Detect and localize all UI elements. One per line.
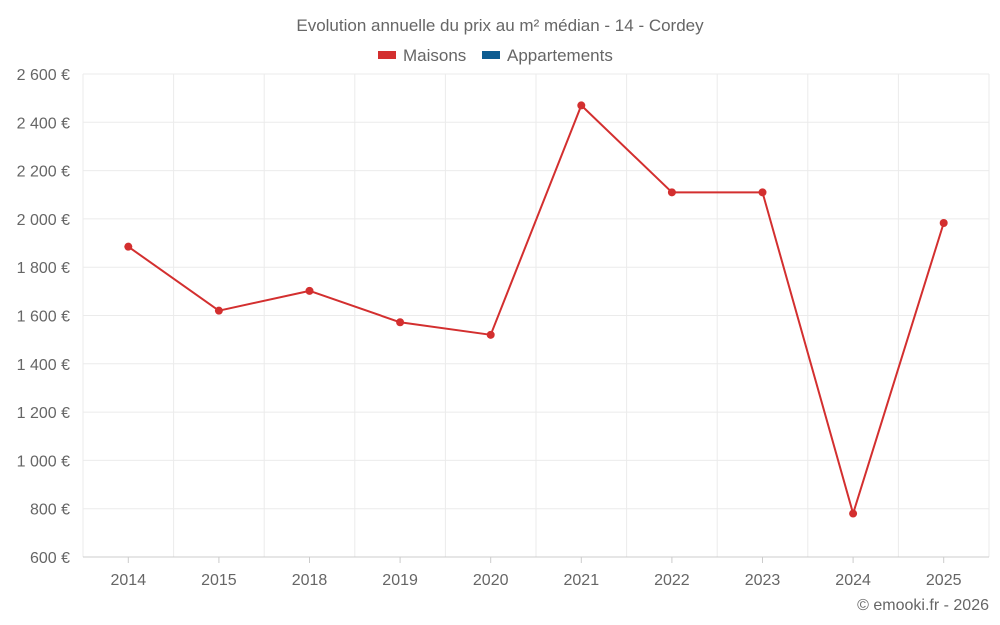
- x-tick-label: 2014: [111, 572, 147, 589]
- legend-label-maisons: Maisons: [403, 46, 466, 65]
- y-tick-label: 1 200 €: [17, 405, 70, 422]
- data-point-maisons[interactable]: [486, 330, 495, 339]
- data-point-maisons[interactable]: [758, 188, 767, 197]
- legend-swatch-maisons: [378, 51, 396, 59]
- legend-label-appartements: Appartements: [507, 46, 613, 65]
- x-tick-label: 2021: [564, 572, 600, 589]
- x-tick-label: 2024: [835, 572, 871, 589]
- legend-swatch-appartements: [482, 51, 500, 59]
- chart-title: Evolution annuelle du prix au m² médian …: [296, 16, 704, 35]
- legend-item-maisons[interactable]: Maisons: [378, 46, 466, 65]
- y-tick-label: 2 000 €: [17, 212, 70, 229]
- data-point-maisons[interactable]: [396, 318, 405, 327]
- series-maisons: [124, 101, 948, 518]
- data-point-maisons[interactable]: [849, 509, 858, 518]
- y-tick-label: 600 €: [30, 550, 70, 567]
- data-point-maisons[interactable]: [124, 242, 133, 251]
- y-tick-label: 2 600 €: [17, 67, 70, 84]
- x-tick-label: 2020: [473, 572, 509, 589]
- series-line-maisons: [127, 104, 945, 515]
- x-tick-label: 2015: [201, 572, 237, 589]
- credit-text: © emooki.fr - 2026: [857, 597, 989, 614]
- y-tick-label: 800 €: [30, 502, 70, 519]
- data-point-maisons[interactable]: [939, 219, 948, 228]
- x-tick-label: 2025: [926, 572, 962, 589]
- x-tick-label: 2022: [654, 572, 690, 589]
- x-tick-label: 2018: [292, 572, 328, 589]
- x-tick-label: 2019: [382, 572, 418, 589]
- y-tick-label: 1 800 €: [17, 260, 70, 277]
- y-tick-label: 1 400 €: [17, 357, 70, 374]
- data-point-maisons[interactable]: [305, 286, 314, 295]
- grid: [82, 73, 990, 558]
- y-tick-label: 1 000 €: [17, 453, 70, 470]
- x-axis-ticks: 2014 2015 2018 2019 2020 2021 2022 2023 2024 2025: [111, 557, 962, 589]
- legend-item-appartements[interactable]: Appartements: [482, 46, 613, 65]
- y-tick-label: 2 200 €: [17, 164, 70, 181]
- legend: Maisons Appartements: [378, 46, 613, 65]
- y-tick-label: 2 400 €: [17, 115, 70, 132]
- data-point-maisons[interactable]: [667, 188, 676, 197]
- y-tick-label: 1 600 €: [17, 309, 70, 326]
- data-point-maisons[interactable]: [214, 306, 223, 315]
- x-tick-label: 2023: [745, 572, 781, 589]
- y-axis-ticks: 600 € 800 € 1 000 € 1 200 € 1 400 € 1 600 € 1 …: [17, 67, 70, 567]
- data-point-maisons[interactable]: [577, 101, 586, 110]
